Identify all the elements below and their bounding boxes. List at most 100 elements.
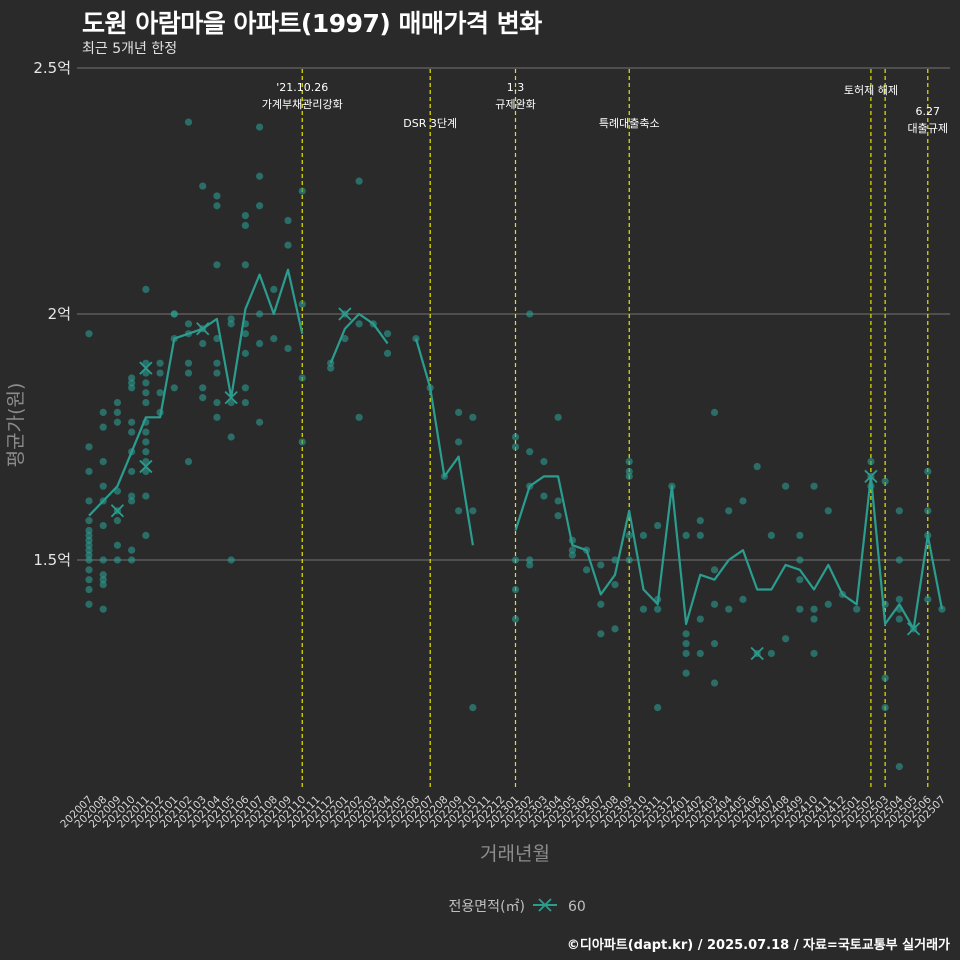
- legend: 전용면적(㎡) 60: [449, 898, 586, 915]
- scatter-point: [128, 556, 136, 564]
- event-label-202301-1: 규제완화: [495, 98, 535, 111]
- scatter-point: [554, 512, 562, 520]
- y-tick-layer: 1.5억 2억 2.5억: [33, 59, 71, 569]
- scatter-point: [355, 413, 363, 421]
- scatter-point: [213, 192, 221, 200]
- scatter-point: [782, 635, 790, 643]
- scatter-point: [256, 310, 264, 318]
- grid-layer: [77, 67, 950, 561]
- scatter-point: [241, 398, 249, 407]
- scatter-point: [753, 462, 761, 471]
- scatter-point: [568, 546, 576, 554]
- scatter-point: [682, 669, 690, 677]
- scatter-point: [284, 241, 292, 249]
- scatter-point: [113, 556, 122, 564]
- scatter-point: [654, 704, 662, 712]
- scatter-point: [469, 507, 477, 515]
- scatter-point: [511, 443, 520, 451]
- scatter-point: [938, 605, 946, 613]
- scatter-point: [625, 531, 633, 540]
- scatter-point: [511, 585, 520, 594]
- event-label-202309-0: 특례대출축소: [599, 117, 660, 130]
- scatter-point: [99, 408, 107, 416]
- scatter-point: [881, 674, 889, 682]
- scatter-point: [213, 369, 221, 377]
- scatter-point: [142, 428, 150, 436]
- scatter-point: [511, 615, 520, 623]
- scatter-point: [696, 531, 704, 540]
- scatter-point: [881, 477, 889, 485]
- scatter-point: [85, 497, 93, 505]
- scatter-point: [540, 492, 548, 500]
- scatter-point: [184, 118, 193, 126]
- scatter-point: [213, 359, 221, 367]
- scatter-point: [113, 408, 122, 416]
- scatter-point: [227, 398, 235, 407]
- scatter-point: [241, 349, 249, 357]
- scatter-point: [355, 320, 363, 328]
- scatter-point: [85, 546, 93, 554]
- scatter-point: [895, 595, 903, 603]
- event-label-202110-1: 가계부채관리강화: [262, 98, 343, 111]
- scatter-point: [99, 423, 107, 431]
- y-tick-label-2: 2.5억: [33, 59, 71, 77]
- x-marker: [110, 504, 125, 518]
- scatter-point: [142, 531, 150, 540]
- scatter-point: [682, 649, 690, 658]
- scatter-point: [128, 497, 136, 505]
- scatter-point: [455, 507, 463, 515]
- scatter-point: [597, 630, 605, 638]
- scatter-point: [142, 492, 150, 500]
- scatter-point: [568, 551, 576, 559]
- scatter-point: [270, 335, 278, 343]
- scatter-point: [99, 458, 107, 466]
- series-line-60-segment-2: [414, 338, 474, 546]
- scatter-point: [383, 330, 392, 338]
- scatter-point: [511, 433, 520, 441]
- scatter-point: [142, 467, 150, 476]
- scatter-point: [241, 330, 249, 338]
- scatter-point: [85, 526, 93, 535]
- scatter-point: [782, 482, 790, 490]
- scatter-point: [213, 202, 221, 210]
- scatter-point: [113, 398, 122, 407]
- scatter-point: [227, 433, 235, 441]
- scatter-point: [625, 472, 633, 480]
- scatter-point: [256, 123, 264, 131]
- scatter-point: [355, 177, 363, 185]
- series-line-60-segment-1: [329, 312, 389, 364]
- scatter-point: [767, 531, 776, 540]
- scatter-point: [142, 359, 150, 367]
- scatter-point: [582, 566, 591, 574]
- scatter-point: [710, 600, 719, 608]
- x-marker: [139, 361, 153, 375]
- scatter-point: [227, 556, 235, 564]
- scatter-point: [256, 339, 264, 348]
- scatter-point: [511, 556, 520, 564]
- scatter-point: [654, 521, 662, 530]
- scatter-point: [113, 541, 122, 549]
- scatter-point: [284, 216, 292, 225]
- scatter-point: [739, 595, 747, 603]
- scatter-point: [796, 556, 804, 564]
- scatter-point: [213, 261, 221, 269]
- scatter-point: [184, 320, 193, 328]
- legend-title: 전용면적(㎡): [449, 899, 525, 915]
- event-label-202502-0: 토허제 해제: [844, 83, 898, 97]
- scatter-point: [113, 517, 122, 525]
- scatter-point: [924, 507, 932, 515]
- scatter-point: [85, 330, 93, 338]
- scatter-point: [128, 467, 136, 476]
- scatter-point: [85, 600, 93, 608]
- scatter-point: [142, 448, 150, 456]
- scatter-point: [924, 595, 932, 603]
- scatter-point: [156, 369, 164, 377]
- scatter-point: [142, 438, 150, 446]
- scatter-point: [682, 630, 690, 638]
- scatter-point: [654, 605, 662, 613]
- legend-entry-60: 60: [568, 899, 586, 915]
- legend-x-swatch: [538, 898, 552, 912]
- scatter-point: [142, 458, 150, 466]
- scatter-point: [540, 458, 548, 466]
